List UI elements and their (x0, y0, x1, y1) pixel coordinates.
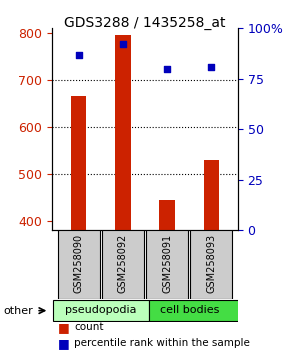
Text: GDS3288 / 1435258_at: GDS3288 / 1435258_at (64, 16, 226, 30)
FancyBboxPatch shape (146, 230, 188, 299)
Text: GSM258093: GSM258093 (206, 234, 216, 293)
Bar (160, 200, 175, 230)
Text: GSM258091: GSM258091 (162, 234, 172, 293)
FancyBboxPatch shape (148, 300, 244, 321)
Bar (204, 160, 219, 230)
Point (121, 42, 125, 47)
Text: GSM258090: GSM258090 (74, 234, 84, 293)
FancyBboxPatch shape (102, 230, 144, 299)
Point (209, 64, 214, 69)
Text: other: other (3, 306, 33, 316)
FancyBboxPatch shape (190, 230, 233, 299)
FancyBboxPatch shape (57, 230, 100, 299)
Text: GSM258092: GSM258092 (118, 234, 128, 293)
Text: ■: ■ (58, 321, 70, 334)
Bar (71, 96, 86, 230)
Text: pseudopodia: pseudopodia (65, 305, 137, 315)
FancyBboxPatch shape (53, 300, 148, 321)
Text: cell bodies: cell bodies (160, 305, 219, 315)
Point (76, 52, 81, 57)
Bar (115, 35, 130, 230)
Point (165, 66, 169, 72)
Text: percentile rank within the sample: percentile rank within the sample (74, 338, 250, 348)
Text: ■: ■ (58, 337, 70, 350)
Text: count: count (74, 322, 104, 332)
